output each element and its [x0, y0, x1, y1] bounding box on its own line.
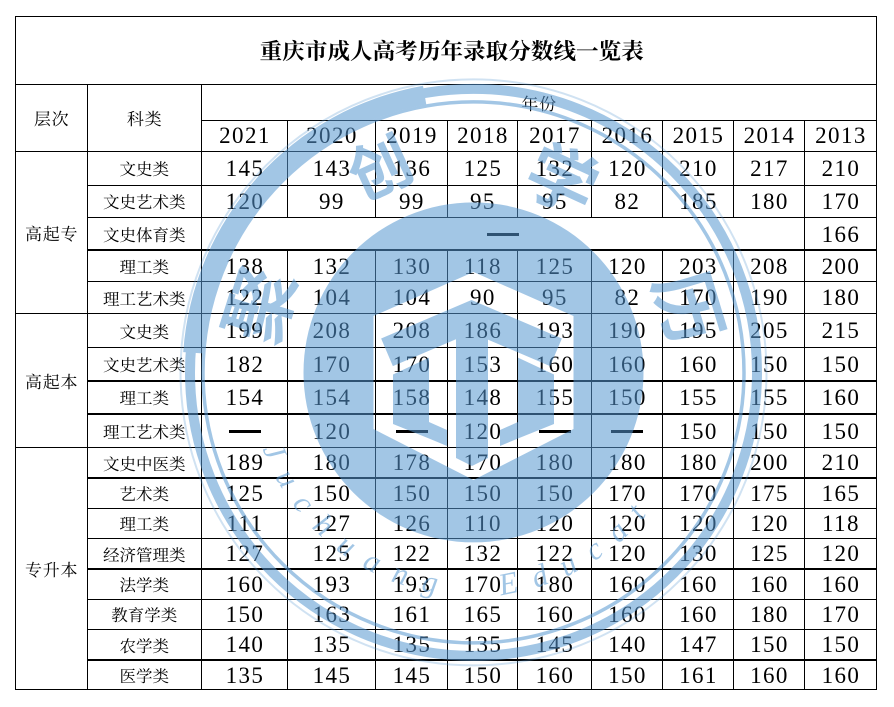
svg-text:历: 历 — [633, 258, 751, 355]
svg-text:聚: 聚 — [194, 252, 318, 355]
